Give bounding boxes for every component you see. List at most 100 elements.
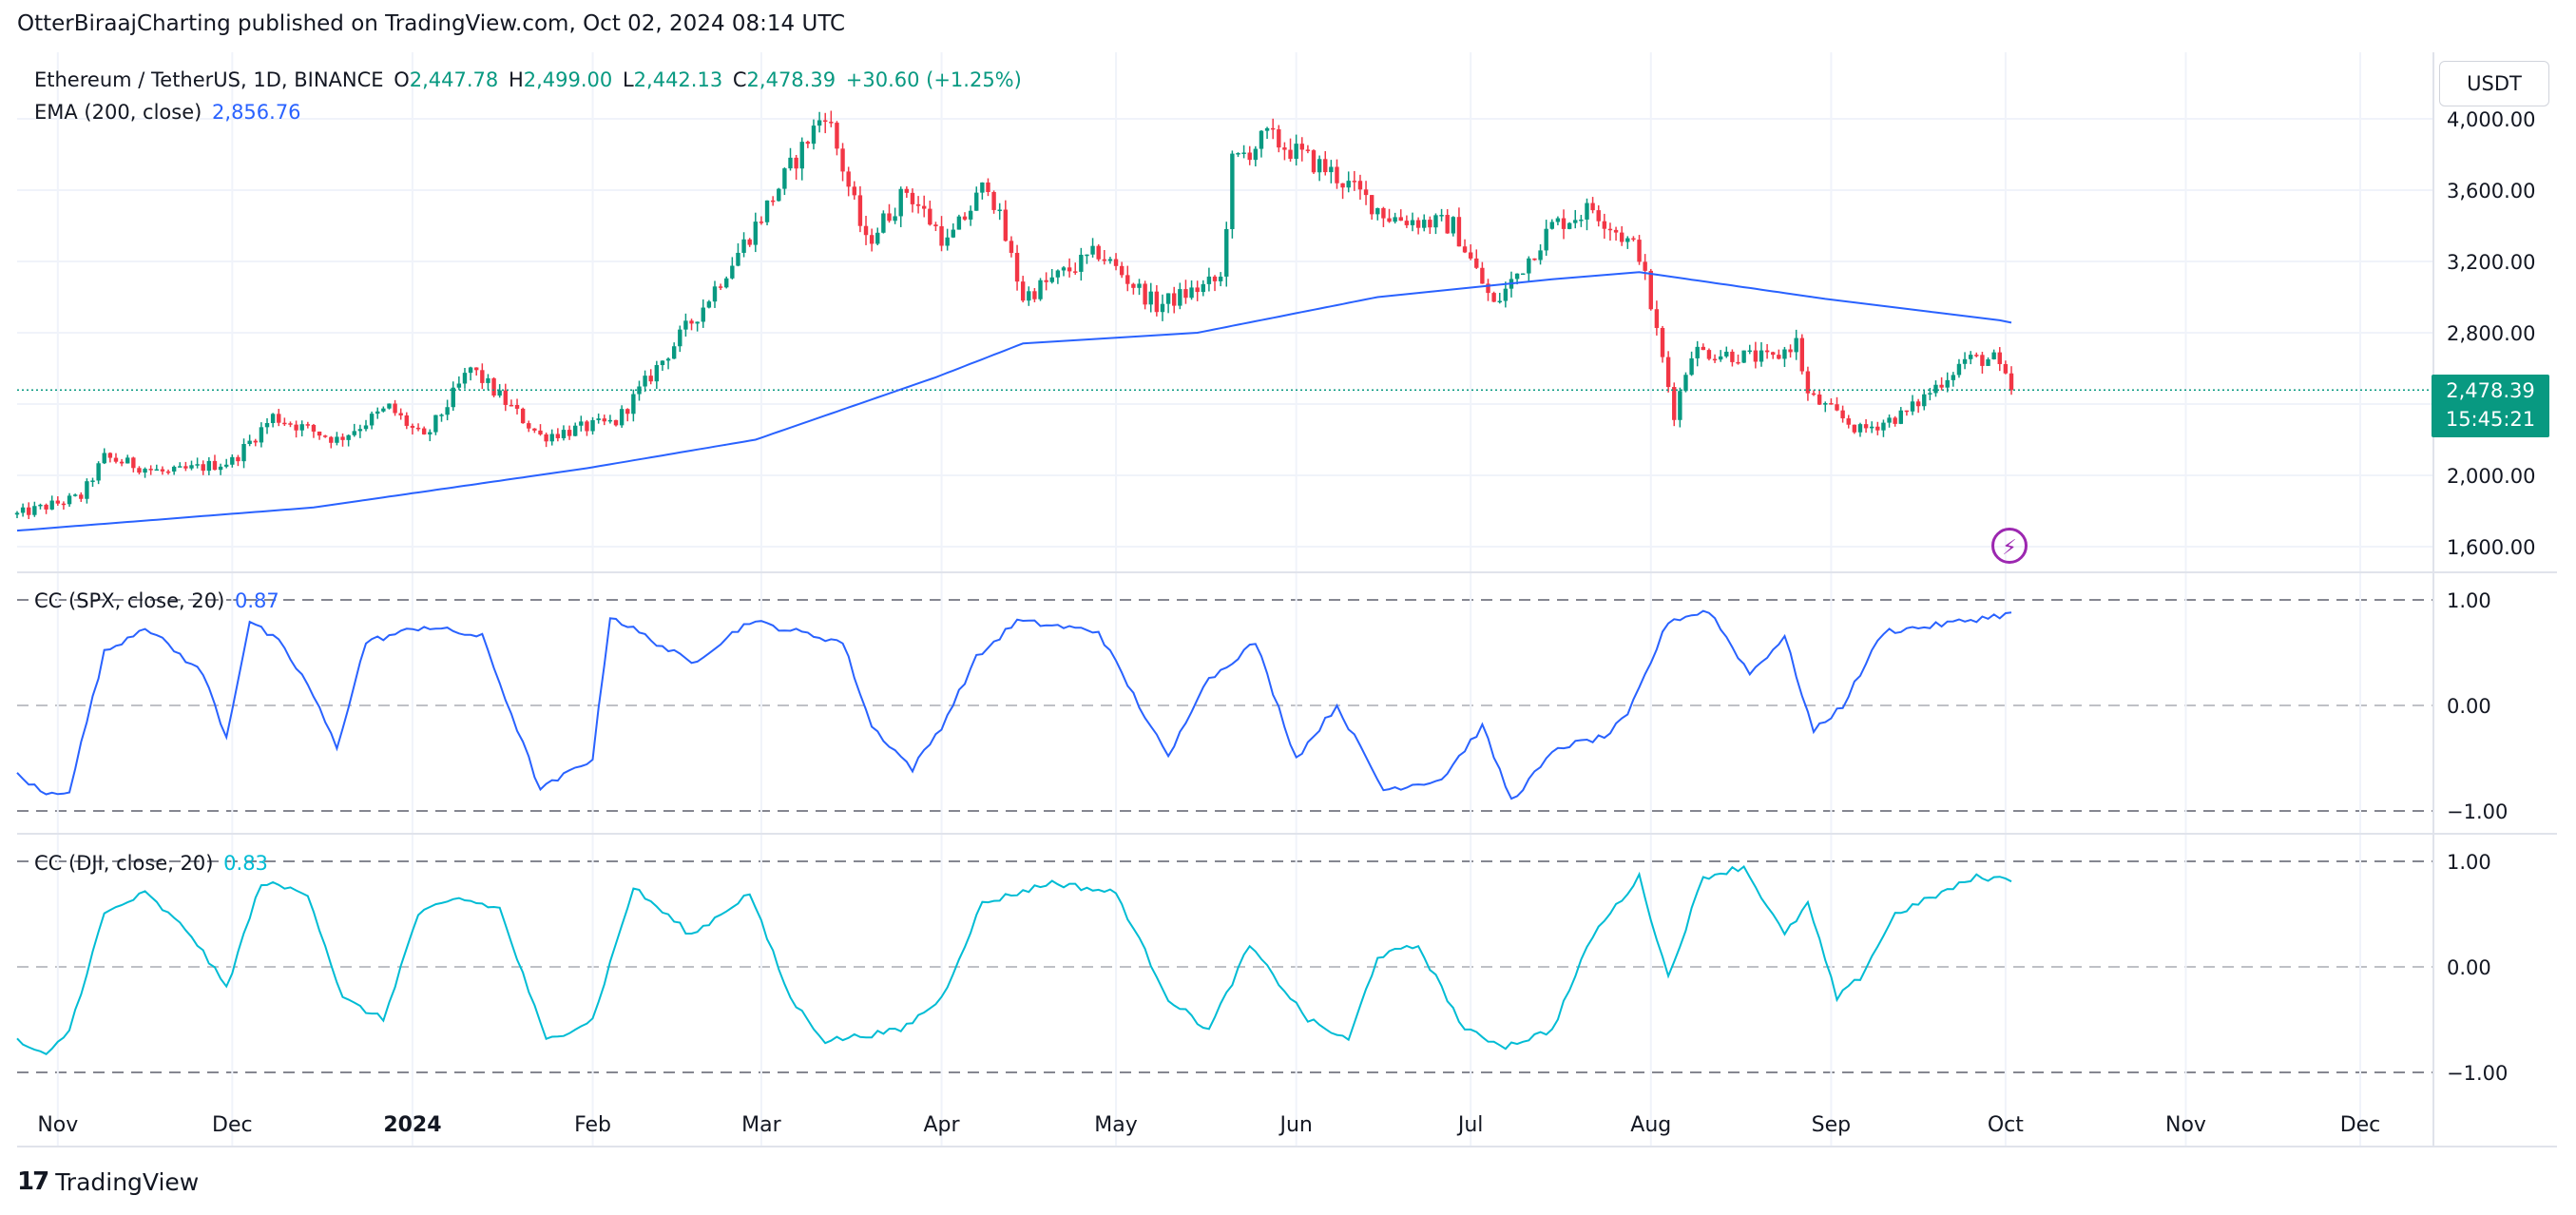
candle-body [20,507,26,513]
candle-body [1654,309,1660,328]
candle-body [259,427,264,443]
candle-body [178,466,183,468]
candle-body [561,430,567,438]
candle-body [1148,291,1153,305]
candle-body [1247,152,1252,161]
candle-body [503,390,508,405]
candle-body [223,464,229,467]
candle-body [14,512,20,515]
candle-body [1817,394,1822,405]
footer-brand[interactable]: 17 TradingView [17,1167,199,1196]
candle-body [137,468,142,473]
candle-body [2003,363,2009,374]
candle-body [1980,355,1985,366]
candle-body [893,216,897,222]
candle-body [1538,250,1543,260]
candle-body [572,425,578,436]
candle-body [1422,220,1427,228]
candle-body [148,469,153,471]
spx-tick-label: −1.00 [2447,800,2508,823]
candle-body [1404,221,1410,225]
candle-body [433,415,438,433]
candle-body [241,444,246,462]
candle-body [1102,259,1107,261]
candle-body [346,434,351,440]
candle-body [910,192,915,204]
candle-body [294,424,298,431]
candle-body [171,466,177,472]
candle-body [1468,252,1473,259]
candle-body [1375,207,1380,215]
candle-body [1951,375,1956,380]
candle-body [247,440,252,445]
candle-body [1415,220,1421,228]
candle-body [1782,349,1787,359]
candle-body [643,376,647,387]
candle-body [794,157,798,169]
candle-body [759,222,764,223]
candle-body [1764,350,1770,353]
candle-body [270,414,276,424]
candle-body [1061,267,1067,271]
candle-body [887,213,892,222]
candle-body [119,461,125,464]
candle-body [1451,217,1456,234]
candle-body [1527,258,1531,274]
candle-body [1456,217,1462,247]
spx-correlation-pane [16,609,2012,800]
price-tick-label: 3,600.00 [2447,180,2536,202]
candle-body [753,222,759,245]
close-label: C [732,68,747,91]
spx-correlation-line [16,609,2012,800]
dji-tick-label: 0.00 [2447,956,2491,979]
lightning-icon[interactable]: ⚡ [1991,528,2028,564]
candle-body [410,425,415,428]
candle-body [61,503,67,506]
candle-body [846,171,851,187]
open-value: 2,447.78 [409,68,499,91]
candle-body [782,168,787,189]
candle-body [777,188,781,202]
candle-body [706,301,712,308]
candle-body [1125,275,1130,284]
candle-body [1567,222,1572,229]
candle-body [143,469,147,473]
candle-body [1241,152,1246,154]
candle-body [1625,238,1630,242]
candle-body [44,504,48,510]
candle-body [1695,346,1700,358]
time-tick-label: Dec [212,1113,253,1137]
currency-button[interactable]: USDT [2439,61,2549,106]
candle-body [1277,129,1281,148]
candle-body [363,425,369,430]
candle-body [520,408,526,424]
candle-body [683,320,688,330]
candle-body [335,436,339,443]
brand-name: TradingView [55,1167,200,1196]
candle-body [823,120,828,123]
candle-body [1363,189,1369,196]
candle-body [1224,228,1229,277]
candle-body [986,182,990,192]
candle-body [32,506,37,515]
candle-body [1747,350,1752,353]
candle-body [1340,183,1345,188]
candle-body [107,453,113,458]
time-tick-label: 2024 [383,1113,441,1137]
candle-body [1305,149,1311,151]
candle-body [1428,220,1432,228]
candle-body [1311,150,1317,173]
candle-body [1335,166,1339,183]
spx-legend: CC (SPX, close, 20) 0.87 [34,589,283,612]
candle-body [671,346,677,359]
candle-body [206,460,212,472]
candle-body [90,480,95,482]
candle-body [1264,127,1270,131]
price-tick-label: 1,600.00 [2447,536,2536,559]
candle-body [27,507,31,515]
candle-body [1648,270,1653,310]
candle-body [1991,352,1996,359]
candle-body [951,229,955,238]
candle-body [1718,356,1723,360]
